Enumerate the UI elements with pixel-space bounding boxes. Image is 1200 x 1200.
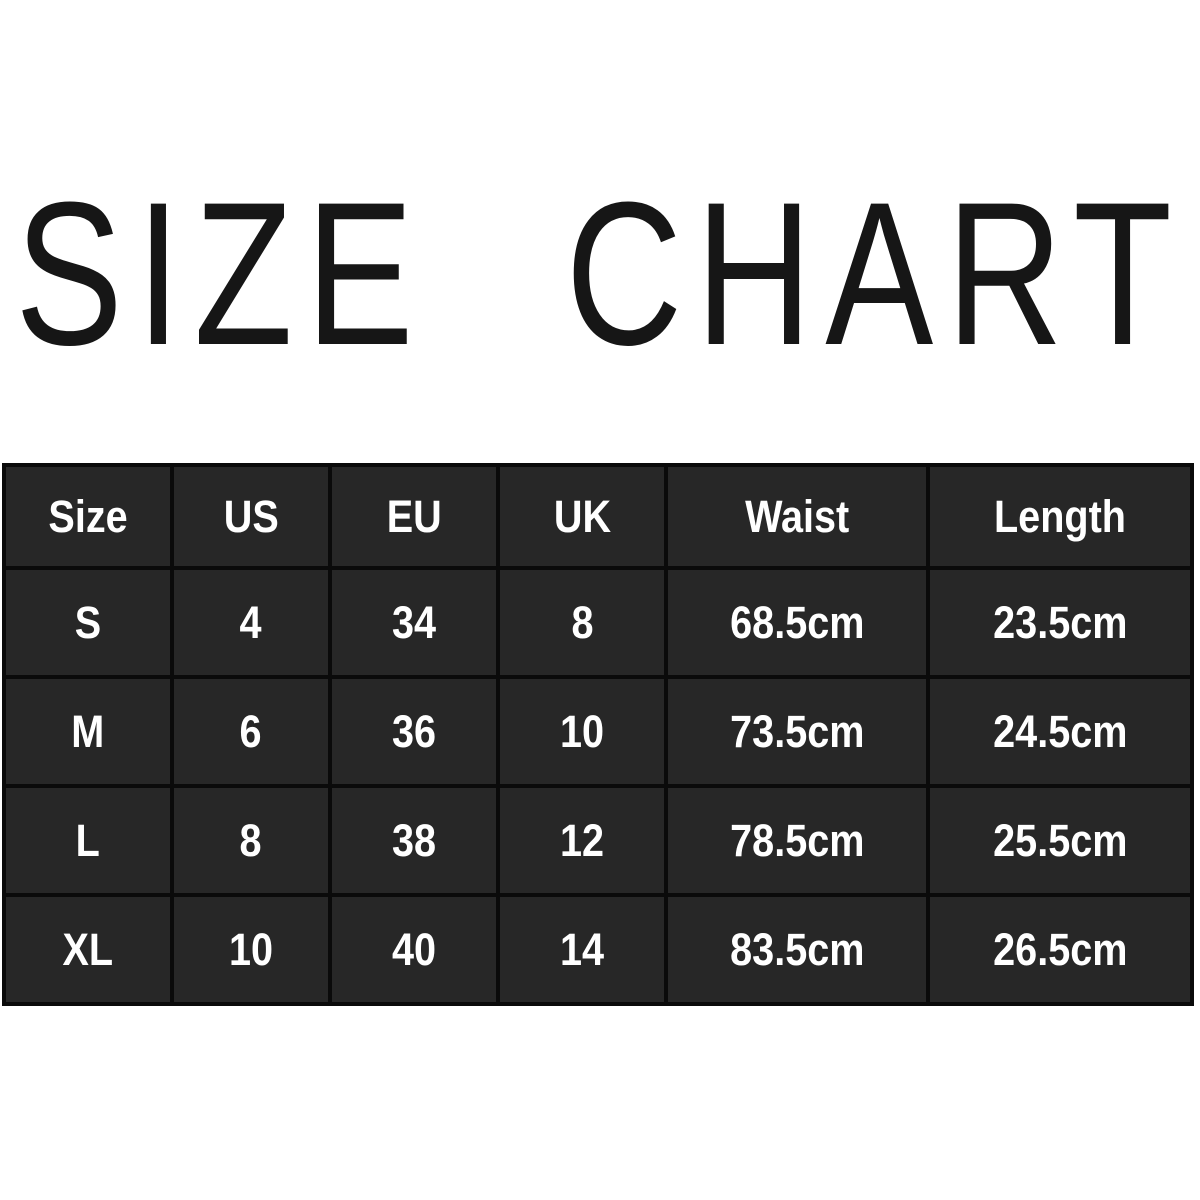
header-cell-eu: EU xyxy=(331,467,497,566)
cell-label: 26.5cm xyxy=(992,924,1127,975)
cell-label: 38 xyxy=(391,815,436,866)
header-cell-uk: UK xyxy=(500,467,665,566)
cell-size-l: L xyxy=(6,788,171,893)
header-label: US xyxy=(223,491,279,542)
cell-l-us: 8 xyxy=(174,788,328,893)
size-chart-table: Size US EU UK Waist Length S 4 34 8 68.5… xyxy=(2,463,1194,1006)
cell-label: 23.5cm xyxy=(992,597,1127,648)
cell-label: 4 xyxy=(239,597,263,648)
cell-s-waist: 68.5cm xyxy=(668,570,926,675)
cell-label: L xyxy=(76,815,101,866)
cell-label: 24.5cm xyxy=(992,706,1127,757)
cell-label: 8 xyxy=(239,815,263,866)
header-cell-length: Length xyxy=(929,467,1190,566)
cell-label: 8 xyxy=(571,597,594,648)
cell-label: 25.5cm xyxy=(992,815,1127,866)
cell-m-waist: 73.5cm xyxy=(668,679,926,784)
cell-s-length: 23.5cm xyxy=(929,570,1190,675)
cell-label: 78.5cm xyxy=(729,815,865,866)
cell-label: 36 xyxy=(391,706,436,757)
cell-m-us: 6 xyxy=(174,679,328,784)
cell-label: 34 xyxy=(391,597,436,648)
cell-label: 40 xyxy=(391,924,436,975)
cell-label: 83.5cm xyxy=(729,924,865,975)
cell-xl-waist: 83.5cm xyxy=(668,897,926,1002)
cell-s-uk: 8 xyxy=(500,570,665,675)
header-label: Length xyxy=(993,491,1126,542)
cell-m-length: 24.5cm xyxy=(929,679,1190,784)
cell-label: 14 xyxy=(560,924,605,975)
header-label: Waist xyxy=(744,491,850,542)
page-title: SIZE CHART xyxy=(0,0,1200,400)
cell-size-s: S xyxy=(6,570,171,675)
cell-label: 73.5cm xyxy=(729,706,865,757)
cell-l-eu: 38 xyxy=(331,788,497,893)
cell-s-eu: 34 xyxy=(331,570,497,675)
cell-l-uk: 12 xyxy=(500,788,665,893)
cell-xl-uk: 14 xyxy=(500,897,665,1002)
cell-label: 10 xyxy=(560,706,605,757)
header-label: EU xyxy=(386,491,442,542)
cell-m-uk: 10 xyxy=(500,679,665,784)
cell-label: 10 xyxy=(228,924,274,975)
cell-size-m: M xyxy=(6,679,171,784)
cell-l-length: 25.5cm xyxy=(929,788,1190,893)
cell-s-us: 4 xyxy=(174,570,328,675)
cell-label: 6 xyxy=(239,706,263,757)
header-label: UK xyxy=(553,491,611,542)
cell-label: XL xyxy=(62,924,114,975)
cell-xl-us: 10 xyxy=(174,897,328,1002)
header-cell-waist: Waist xyxy=(668,467,926,566)
cell-m-eu: 36 xyxy=(331,679,497,784)
cell-label: M xyxy=(71,706,105,757)
cell-l-waist: 78.5cm xyxy=(668,788,926,893)
cell-label: 68.5cm xyxy=(729,597,865,648)
page-title-text: SIZE CHART xyxy=(15,160,1185,388)
cell-label: 12 xyxy=(560,815,605,866)
header-cell-us: US xyxy=(174,467,328,566)
cell-label: S xyxy=(74,597,102,648)
cell-xl-length: 26.5cm xyxy=(929,897,1190,1002)
cell-size-xl: XL xyxy=(6,897,171,1002)
header-cell-size: Size xyxy=(6,467,171,566)
header-label: Size xyxy=(48,491,128,542)
cell-xl-eu: 40 xyxy=(331,897,497,1002)
